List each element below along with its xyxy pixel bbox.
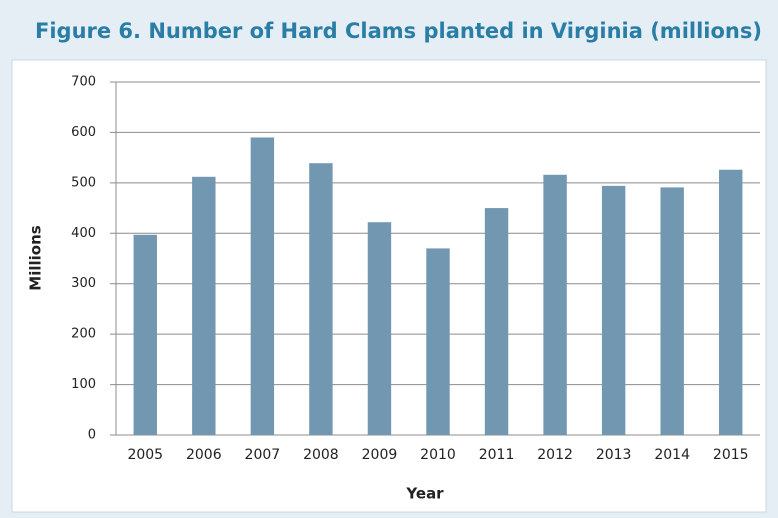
y-tick-label: 200 (71, 327, 96, 342)
bar (250, 137, 275, 435)
chart-title: Figure 6. Number of Hard Clams planted i… (35, 19, 762, 43)
bar (192, 176, 216, 435)
x-tick-label: 2011 (479, 447, 515, 463)
x-tick-label: 2008 (303, 447, 339, 463)
x-tick-label: 2005 (127, 447, 163, 463)
bar (309, 163, 333, 435)
bar (660, 187, 684, 435)
bar (719, 169, 743, 435)
bar (601, 185, 626, 435)
x-tick-label: 2007 (245, 447, 281, 463)
y-tick-label: 600 (71, 125, 96, 140)
y-axis-label: Millions (27, 225, 45, 290)
y-tick-label: 0 (88, 428, 96, 443)
x-tick-label: 2009 (362, 447, 398, 463)
bar (133, 234, 157, 435)
x-axis-label: Year (405, 485, 444, 503)
y-tick-label: 300 (71, 276, 96, 291)
y-tick-label: 500 (71, 175, 96, 190)
x-tick-label: 2010 (420, 447, 456, 463)
x-tick-label: 2006 (186, 447, 222, 463)
bar (543, 174, 567, 435)
bar (367, 222, 392, 435)
x-tick-label: 2012 (537, 447, 573, 463)
bar (484, 208, 509, 435)
bar (426, 248, 450, 435)
x-tick-label: 2014 (654, 447, 690, 463)
x-tick-label: 2015 (713, 447, 749, 463)
x-tick-label: 2013 (596, 447, 632, 463)
y-tick-label: 700 (71, 75, 96, 90)
y-tick-label: 400 (71, 226, 96, 241)
y-tick-label: 100 (71, 377, 96, 392)
